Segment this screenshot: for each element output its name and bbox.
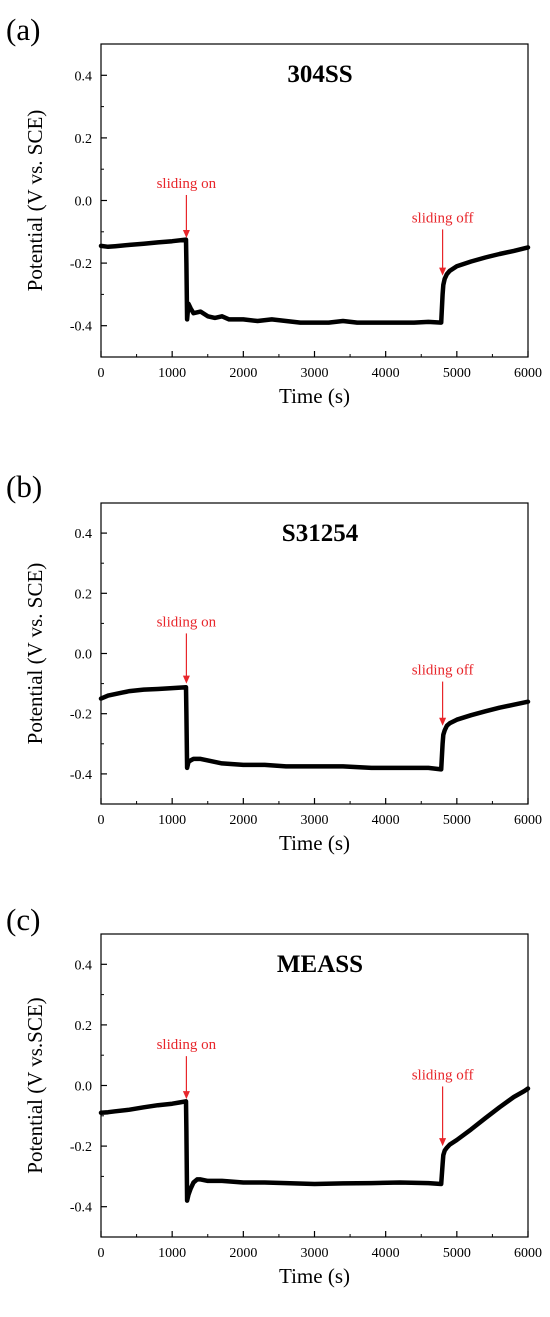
y-axis-label: Potential (V vs. SCE) [23, 563, 47, 745]
y-axis-label: Potential (V vs. SCE) [23, 110, 47, 292]
x-tick-label: 6000 [514, 366, 542, 381]
annotation-label: sliding on [157, 1037, 217, 1053]
x-tick-label: 2000 [229, 813, 257, 828]
y-tick-label: -0.2 [70, 708, 92, 723]
annotation-label: sliding off [412, 210, 474, 226]
plot-frame [100, 933, 529, 1238]
x-tick-label: 3000 [301, 813, 329, 828]
y-tick-label: -0.4 [70, 1201, 92, 1216]
x-tick-label: 1000 [158, 366, 186, 381]
series-line-0 [98, 237, 531, 325]
y-tick-label: -0.4 [70, 768, 92, 783]
y-tick-label: -0.2 [70, 1140, 92, 1155]
x-axis-label: Time (s) [279, 831, 350, 855]
x-tick-label: 4000 [372, 813, 400, 828]
y-tick-label: 0.2 [75, 132, 93, 147]
y-tick-label: 0.0 [75, 195, 93, 210]
chart-title: 304SS [287, 61, 352, 88]
plot-frame [100, 43, 529, 358]
y-axis-label: Potential (V vs.SCE) [23, 997, 47, 1173]
annotation-arrow-head [439, 717, 447, 726]
x-tick-label: 1000 [158, 1246, 186, 1261]
x-axis-label: Time (s) [279, 1264, 350, 1288]
y-tick-label: 0.2 [75, 587, 93, 602]
x-tick-label: 2000 [229, 366, 257, 381]
x-tick-label: 6000 [514, 813, 542, 828]
x-tick-label: 2000 [229, 1246, 257, 1261]
y-tick-label: -0.2 [70, 257, 92, 272]
y-tick-label: 0.0 [75, 1080, 93, 1095]
annotation-label: sliding on [157, 176, 217, 192]
plot-frame [100, 502, 529, 805]
chart-title: MEASS [277, 951, 363, 978]
annotation-arrow-head [439, 267, 447, 276]
x-tick-label: 4000 [372, 366, 400, 381]
chart-panel-a: (a) 0 1000 2000 3000 4000 5000 6000 -0.4 -0.2 0.0 0… [6, 12, 542, 408]
x-tick-label: 4000 [372, 1246, 400, 1261]
x-tick-label: 0 [98, 813, 105, 828]
y-tick-label: 0.4 [75, 69, 93, 84]
y-tick-label: 0.2 [75, 1019, 93, 1034]
x-tick-label: 5000 [443, 1246, 471, 1261]
x-axis-label: Time (s) [279, 384, 350, 408]
panel-label: (a) [6, 12, 40, 47]
annotation-arrow-head [182, 1091, 190, 1100]
chart-title: S31254 [282, 520, 359, 547]
annotation-label: sliding off [412, 1067, 474, 1083]
y-tick-label: -0.4 [70, 320, 92, 335]
chart-panel-b: (b) 0 1000 2000 3000 4000 5000 6000 -0.4 -0.2 0.0 0… [6, 469, 542, 855]
y-tick-label: 0.4 [75, 527, 93, 542]
annotation-arrow-head [182, 230, 190, 239]
x-tick-label: 0 [98, 366, 105, 381]
y-tick-label: 0.4 [75, 958, 93, 973]
chart-panel-c: (c) 0 1000 2000 3000 4000 5000 6000 -0.4 -0.2 0.0 0… [6, 902, 542, 1288]
series-line-0 [98, 684, 531, 772]
x-tick-label: 3000 [301, 366, 329, 381]
annotation-label: sliding on [157, 614, 217, 630]
series-line-0 [98, 1086, 531, 1203]
x-tick-label: 1000 [158, 813, 186, 828]
x-tick-label: 5000 [443, 813, 471, 828]
annotation-arrow-head [182, 675, 190, 684]
panel-label: (b) [6, 469, 42, 504]
x-tick-label: 3000 [301, 1246, 329, 1261]
x-tick-label: 0 [98, 1246, 105, 1261]
x-tick-label: 5000 [443, 366, 471, 381]
x-tick-label: 6000 [514, 1246, 542, 1261]
annotation-label: sliding off [412, 663, 474, 679]
annotation-arrow-head [439, 1138, 447, 1147]
panel-label: (c) [6, 902, 40, 937]
y-tick-label: 0.0 [75, 648, 93, 663]
